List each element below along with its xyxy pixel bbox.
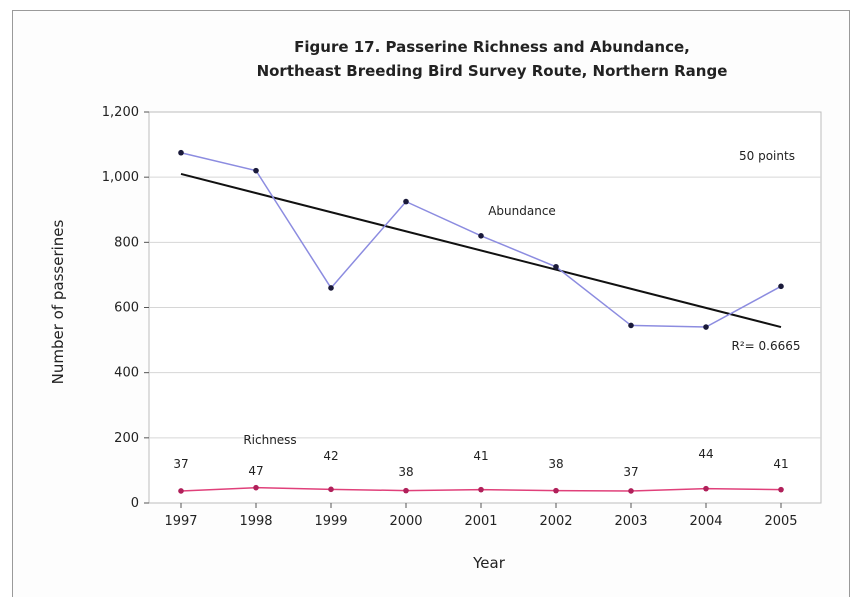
x-tick-labels: 1997 1998 1999 2000 2001 2002 2003 2004 2005 xyxy=(164,514,797,529)
data-point-abundance-2003 xyxy=(628,322,634,329)
y-tick-label-0: 0 xyxy=(131,496,139,511)
x-axis-label: Year xyxy=(472,554,506,572)
y-tick-label-400: 400 xyxy=(114,366,139,381)
chart-subtitle: Northeast Breeding Bird Survey Route, No… xyxy=(257,62,728,80)
data-point-abundance-1998 xyxy=(253,167,259,174)
x-tick-label-2000: 2000 xyxy=(389,514,422,529)
data-label-richness-1998: 47 xyxy=(248,464,263,478)
data-label-richness-1997: 37 xyxy=(173,457,188,471)
x-tick-label-2002: 2002 xyxy=(539,514,572,529)
data-point-richness-2004 xyxy=(703,485,709,492)
data-point-richness-1999 xyxy=(328,486,334,493)
data-point-abundance-2002 xyxy=(553,263,559,270)
data-labels: 37 47 42 38 41 38 37 44 41 xyxy=(173,447,788,479)
data-point-abundance-1999 xyxy=(328,285,334,291)
trendline-r2-label: R²= 0.6665 xyxy=(731,339,800,353)
series-group xyxy=(178,149,784,494)
x-tick-label-2003: 2003 xyxy=(614,514,647,529)
x-tick-label-2001: 2001 xyxy=(464,514,497,529)
y-tick-labels: 0 200 400 600 800 1,000 1,200 xyxy=(102,105,139,511)
x-tick-label-1998: 1998 xyxy=(239,514,272,529)
x-tick-label-1997: 1997 xyxy=(164,514,197,529)
series-label-abundance: Abundance xyxy=(488,204,556,218)
x-tick-label-1999: 1999 xyxy=(314,514,347,529)
y-tick-label-600: 600 xyxy=(114,301,139,316)
data-point-abundance-2005 xyxy=(778,283,784,290)
y-tick-label-200: 200 xyxy=(114,431,139,446)
data-label-richness-1999: 42 xyxy=(323,449,338,463)
y-tick-label-1200: 1,200 xyxy=(102,105,139,120)
chart-title: Figure 17. Passerine Richness and Abunda… xyxy=(294,38,690,56)
annotation-points: 50 points xyxy=(739,149,795,163)
data-point-richness-1997 xyxy=(178,488,184,494)
trendline-line xyxy=(180,172,782,329)
x-tick-label-2005: 2005 xyxy=(764,514,797,529)
trendline xyxy=(180,172,782,329)
data-label-richness-2001: 41 xyxy=(473,449,488,463)
y-tick-label-1000: 1,000 xyxy=(102,170,139,185)
data-label-richness-2005: 41 xyxy=(773,457,788,471)
data-point-richness-2003 xyxy=(628,488,634,494)
data-label-richness-2004: 44 xyxy=(698,447,713,461)
data-point-richness-2002 xyxy=(553,487,559,494)
data-point-richness-2005 xyxy=(778,486,784,493)
x-tick-label-2004: 2004 xyxy=(689,514,722,529)
data-point-richness-1998 xyxy=(253,484,259,491)
data-point-richness-2000 xyxy=(403,487,409,494)
data-label-richness-2000: 38 xyxy=(398,465,413,479)
data-label-richness-2003: 37 xyxy=(623,465,638,479)
data-point-abundance-2000 xyxy=(403,198,409,205)
data-point-abundance-2004 xyxy=(703,324,709,330)
data-point-abundance-2001 xyxy=(478,233,484,239)
data-point-richness-2001 xyxy=(478,486,484,493)
data-label-richness-2002: 38 xyxy=(548,457,563,471)
series-label-richness: Richness xyxy=(243,433,296,447)
data-point-abundance-1997 xyxy=(178,149,184,156)
y-tick-label-800: 800 xyxy=(114,235,139,250)
y-axis-label: Number of passerines xyxy=(49,219,67,384)
